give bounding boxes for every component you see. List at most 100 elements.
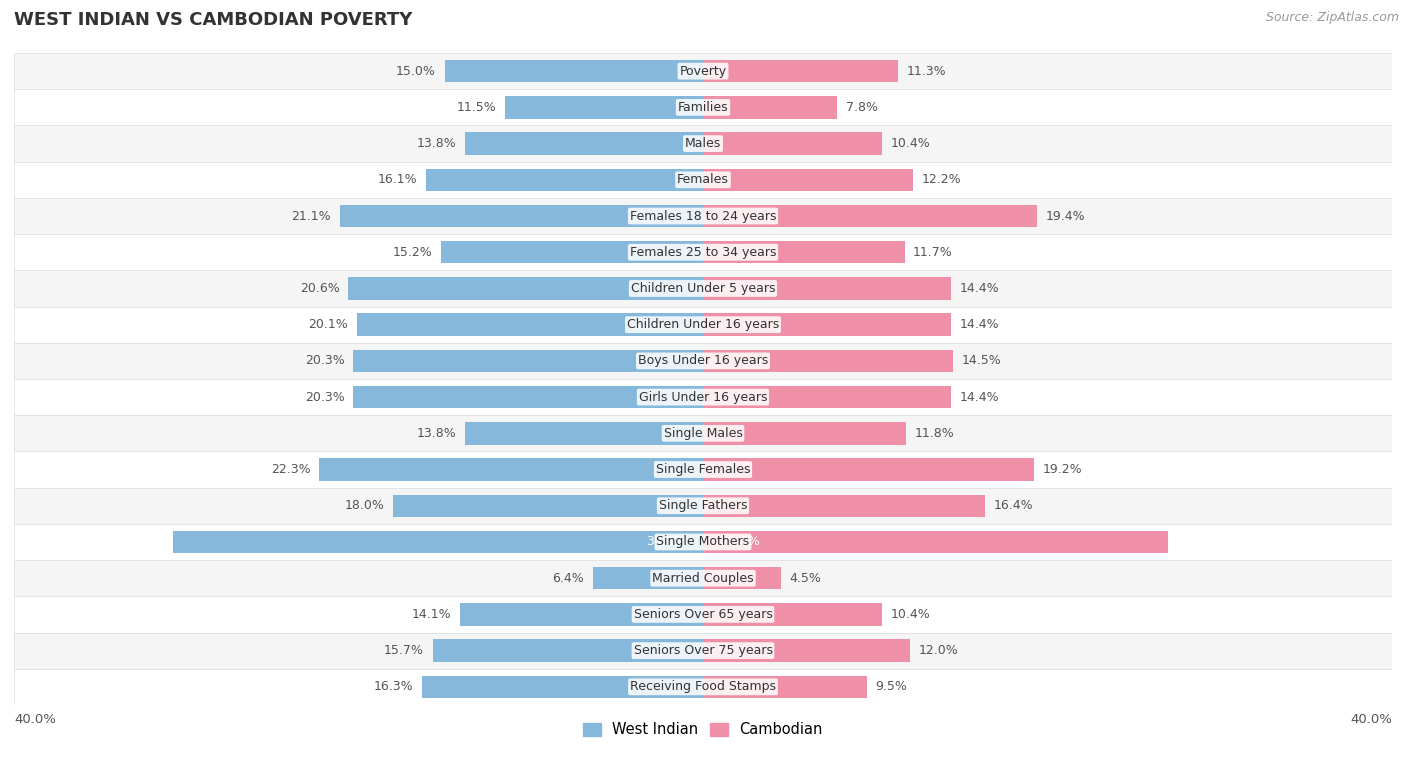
Bar [703,168,912,191]
Text: 13.8%: 13.8% [418,137,457,150]
Bar [353,386,703,409]
Bar [703,567,780,590]
Text: 11.5%: 11.5% [457,101,496,114]
Text: 7.8%: 7.8% [846,101,877,114]
Bar [14,487,1392,524]
Text: Source: ZipAtlas.com: Source: ZipAtlas.com [1265,11,1399,24]
Bar [433,640,703,662]
Text: 15.2%: 15.2% [392,246,433,258]
Bar [703,640,910,662]
Bar [703,422,907,444]
Text: 14.4%: 14.4% [960,390,1000,403]
Text: 10.4%: 10.4% [891,137,931,150]
Bar [14,306,1392,343]
Text: Single Males: Single Males [664,427,742,440]
Bar [14,415,1392,452]
Text: WEST INDIAN VS CAMBODIAN POVERTY: WEST INDIAN VS CAMBODIAN POVERTY [14,11,412,30]
Text: 12.0%: 12.0% [918,644,957,657]
Text: 14.5%: 14.5% [962,355,1001,368]
Bar [703,386,950,409]
Bar [426,168,703,191]
Bar [14,597,1392,632]
Bar [465,133,703,155]
Bar [14,632,1392,669]
Bar [14,271,1392,306]
Bar [703,349,953,372]
Text: Boys Under 16 years: Boys Under 16 years [638,355,768,368]
Bar [357,314,703,336]
Text: Males: Males [685,137,721,150]
Text: Single Fathers: Single Fathers [659,500,747,512]
Bar [703,494,986,517]
Bar [703,205,1038,227]
Bar [14,126,1392,161]
Bar [392,494,703,517]
Text: Females 18 to 24 years: Females 18 to 24 years [630,209,776,223]
Text: 19.4%: 19.4% [1046,209,1085,223]
Bar [340,205,703,227]
Bar [703,603,882,625]
Bar [703,96,838,118]
Text: 16.1%: 16.1% [377,174,418,186]
Text: 15.7%: 15.7% [384,644,425,657]
Text: 20.1%: 20.1% [308,318,349,331]
Text: Girls Under 16 years: Girls Under 16 years [638,390,768,403]
Text: 14.4%: 14.4% [960,282,1000,295]
Bar [505,96,703,118]
Text: 16.3%: 16.3% [374,681,413,694]
Text: 22.3%: 22.3% [271,463,311,476]
Bar [703,675,866,698]
Text: 12.2%: 12.2% [922,174,962,186]
Bar [14,560,1392,597]
Bar [441,241,703,264]
Text: Seniors Over 75 years: Seniors Over 75 years [634,644,772,657]
Text: 14.4%: 14.4% [960,318,1000,331]
Bar [593,567,703,590]
Text: 11.7%: 11.7% [912,246,953,258]
Bar [353,349,703,372]
Bar [422,675,703,698]
Bar [14,53,1392,89]
Text: 14.1%: 14.1% [412,608,451,621]
Text: 4.5%: 4.5% [789,572,821,584]
Bar [14,161,1392,198]
Legend: West Indian, Cambodian: West Indian, Cambodian [578,716,828,744]
Bar [703,60,897,83]
Text: Single Mothers: Single Mothers [657,535,749,549]
Text: 15.0%: 15.0% [396,64,436,77]
Bar [14,669,1392,705]
Text: 9.5%: 9.5% [875,681,907,694]
Bar [14,89,1392,126]
Bar [703,241,904,264]
Text: 40.0%: 40.0% [14,713,56,726]
Text: Females 25 to 34 years: Females 25 to 34 years [630,246,776,258]
Bar [703,459,1033,481]
Text: 20.3%: 20.3% [305,355,344,368]
Text: Children Under 5 years: Children Under 5 years [631,282,775,295]
Bar [703,531,1168,553]
Text: Poverty: Poverty [679,64,727,77]
Bar [349,277,703,299]
Text: Children Under 16 years: Children Under 16 years [627,318,779,331]
Text: 20.3%: 20.3% [305,390,344,403]
Bar [703,133,882,155]
Bar [14,343,1392,379]
Bar [465,422,703,444]
Bar [173,531,703,553]
Text: Married Couples: Married Couples [652,572,754,584]
Bar [14,379,1392,415]
Text: 10.4%: 10.4% [891,608,931,621]
Text: 19.2%: 19.2% [1042,463,1083,476]
Text: Receiving Food Stamps: Receiving Food Stamps [630,681,776,694]
Text: Seniors Over 65 years: Seniors Over 65 years [634,608,772,621]
Bar [14,198,1392,234]
Text: Females: Females [678,174,728,186]
Text: 21.1%: 21.1% [291,209,330,223]
Bar [319,459,703,481]
Text: 20.6%: 20.6% [299,282,340,295]
Text: 18.0%: 18.0% [344,500,384,512]
Text: 27.0%: 27.0% [720,535,761,549]
Text: 11.8%: 11.8% [915,427,955,440]
Bar [703,314,950,336]
Text: 40.0%: 40.0% [1350,713,1392,726]
